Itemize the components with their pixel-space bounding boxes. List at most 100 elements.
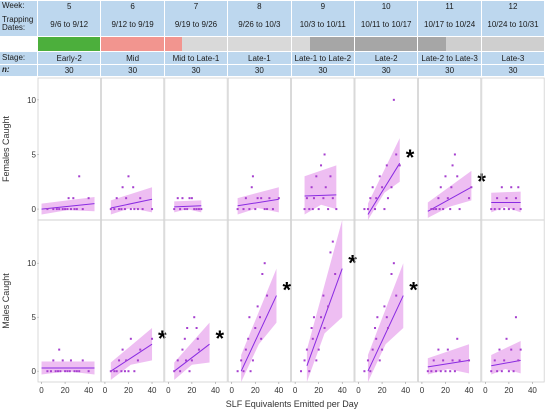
data-point bbox=[435, 370, 438, 373]
fit-line bbox=[110, 343, 153, 372]
data-point bbox=[303, 208, 306, 211]
data-point bbox=[69, 359, 72, 362]
data-point bbox=[190, 197, 193, 200]
data-point bbox=[183, 337, 186, 340]
n-6: 30 bbox=[101, 65, 164, 76]
data-point bbox=[236, 208, 239, 211]
stage-6: Mid bbox=[101, 52, 164, 64]
n-7: 30 bbox=[164, 65, 228, 76]
trapping-dates-11: 10/17 to 10/24 bbox=[418, 12, 481, 36]
trapping-dates-7: 9/19 to 9/26 bbox=[164, 12, 228, 36]
data-point bbox=[109, 370, 112, 373]
data-point bbox=[514, 197, 517, 200]
data-point bbox=[176, 359, 179, 362]
data-point bbox=[115, 370, 118, 373]
data-point bbox=[248, 208, 251, 211]
data-point bbox=[308, 370, 311, 373]
fit-line bbox=[110, 198, 153, 209]
x-tick-label: 20 bbox=[187, 386, 196, 395]
panel-r0-c6: * bbox=[417, 77, 486, 221]
data-point bbox=[507, 208, 510, 211]
data-point bbox=[240, 359, 243, 362]
data-point bbox=[127, 175, 130, 178]
data-point bbox=[109, 208, 112, 211]
data-point bbox=[247, 337, 250, 340]
confidence-band bbox=[491, 191, 521, 213]
x-tick-label: 40 bbox=[465, 386, 474, 395]
data-point bbox=[129, 337, 132, 340]
data-point bbox=[250, 186, 253, 189]
data-point bbox=[190, 359, 193, 362]
data-point bbox=[87, 370, 90, 373]
data-point bbox=[390, 186, 393, 189]
x-tick-label: 0 bbox=[483, 386, 488, 395]
fit-line bbox=[367, 295, 404, 372]
data-point bbox=[260, 337, 263, 340]
y-tick-label: 0 bbox=[32, 367, 37, 376]
stage-color-bar-7-0 bbox=[164, 37, 183, 51]
data-point bbox=[141, 208, 144, 211]
week-11: 11 bbox=[418, 1, 481, 12]
stage-color-bar-12-0 bbox=[481, 37, 545, 51]
data-point bbox=[195, 327, 198, 329]
confidence-band bbox=[304, 165, 337, 215]
stage-color-bar-11-1 bbox=[446, 37, 481, 51]
week-6: 6 bbox=[101, 1, 164, 12]
data-point bbox=[179, 370, 182, 373]
x-tick-label: 20 bbox=[124, 386, 133, 395]
data-point bbox=[500, 186, 503, 189]
data-point bbox=[236, 370, 239, 373]
data-point bbox=[249, 370, 252, 373]
trapping-dates-8: 9/26 to 10/3 bbox=[228, 12, 291, 36]
data-point bbox=[450, 186, 453, 189]
n-10: 30 bbox=[355, 65, 418, 76]
data-point bbox=[173, 208, 176, 211]
x-tick-label: 0 bbox=[356, 386, 361, 395]
confidence-band bbox=[491, 340, 521, 375]
significance-star: * bbox=[477, 169, 486, 194]
data-point bbox=[437, 348, 440, 351]
panel-r1-c6 bbox=[417, 219, 482, 383]
fit-line bbox=[427, 186, 472, 212]
data-point bbox=[188, 197, 191, 200]
data-point bbox=[331, 240, 334, 243]
data-point bbox=[322, 294, 325, 297]
x-tick-label: 40 bbox=[401, 386, 410, 395]
data-point bbox=[58, 348, 61, 351]
data-point bbox=[312, 316, 315, 319]
data-point bbox=[453, 370, 456, 373]
data-point bbox=[496, 370, 499, 373]
data-point bbox=[75, 208, 78, 211]
data-point bbox=[193, 208, 196, 211]
stage-7: Mid to Late-1 bbox=[164, 52, 228, 64]
data-point bbox=[121, 348, 124, 351]
data-point bbox=[183, 208, 186, 211]
data-point bbox=[458, 208, 461, 211]
data-point bbox=[398, 164, 401, 167]
data-point bbox=[514, 316, 517, 319]
data-point bbox=[151, 208, 154, 211]
data-point bbox=[75, 370, 78, 373]
data-point bbox=[512, 208, 515, 211]
data-point bbox=[315, 175, 318, 178]
data-point bbox=[52, 359, 55, 362]
data-point bbox=[456, 337, 459, 340]
x-tick-label: 0 bbox=[166, 386, 171, 395]
n-5: 30 bbox=[38, 65, 101, 76]
data-point bbox=[432, 359, 435, 362]
data-point bbox=[115, 197, 118, 200]
data-point bbox=[378, 175, 381, 178]
data-point bbox=[181, 197, 184, 200]
panel-r1-c4: * bbox=[291, 219, 357, 383]
data-point bbox=[113, 370, 116, 373]
panel-r0-c4 bbox=[291, 77, 355, 221]
data-point bbox=[256, 305, 259, 308]
fit-line bbox=[240, 295, 277, 372]
data-point bbox=[251, 359, 254, 362]
data-point bbox=[244, 348, 247, 351]
confidence-band bbox=[174, 200, 202, 213]
data-point bbox=[500, 370, 503, 373]
data-point bbox=[120, 370, 123, 373]
significance-star: * bbox=[216, 326, 225, 351]
